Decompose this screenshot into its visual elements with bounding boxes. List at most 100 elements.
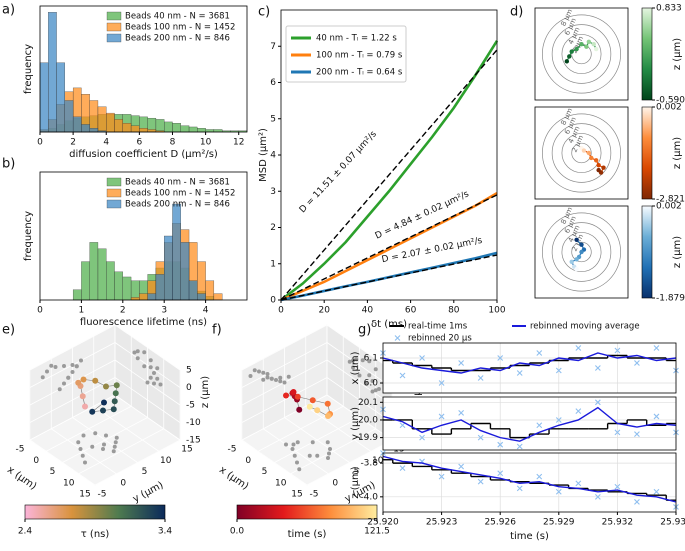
trajectory-point [103,383,109,390]
scatter-marker [634,498,640,505]
panel-label: d) [510,5,523,20]
legend-label: Beads 200 nm - N = 846 [125,34,230,44]
shadow-point [291,442,296,447]
y-tick-label: 1 [270,259,276,269]
histogram-bar [172,203,181,301]
shadow-point [83,460,87,465]
scatter-marker [634,360,640,366]
shadow-point [347,359,352,364]
x-tick-label: 40 [362,306,374,316]
trajectory-point [601,165,606,170]
grid-line [29,359,116,406]
histogram-bar [188,280,198,301]
axes-frame [382,452,677,513]
scatter-marker [575,480,582,487]
shadow-point [248,374,253,378]
shadow-point [135,356,140,361]
histogram-bar [48,12,57,133]
scatter-marker [594,399,601,406]
y-tick-label: -4.0 [360,492,378,502]
grid-line [29,394,116,441]
scatter-marker [399,422,406,429]
scatter-marker [575,345,582,351]
shadow-point [142,350,147,355]
y-axis-label: frequency [23,211,34,261]
histogram-bar [72,289,82,301]
trajectory-point [589,155,594,161]
scatter-marker [536,473,543,480]
trajectory-point [569,259,574,264]
colorbar-tick-label: 2.4 [18,527,33,537]
scatter-marker [419,355,425,361]
shadow-point [76,440,81,445]
panel-label: f) [212,323,222,338]
shadow-point [373,367,378,372]
z-tick-label: -15 [186,436,201,446]
x-tick-label: 25.923 [426,518,458,528]
histogram-bar [106,112,115,133]
shadow-point [327,451,331,456]
grid-line [284,417,350,463]
axes-background [535,107,628,199]
scatter-marker [653,488,660,495]
x-tick-label: 25.929 [543,518,575,528]
shadow-point [49,363,54,368]
z-tick-label: 5 [186,366,192,376]
legend-label: Beads 40 nm - N = 3681 [125,178,230,188]
shadow-point [70,370,75,374]
grid-line [263,428,329,475]
scatter-marker [614,347,621,354]
histogram-bar [72,116,82,133]
histogram-bar [114,271,123,301]
y-axis-label: frequency [23,44,34,94]
scatter-marker [419,434,425,441]
x-tick-label: 2 [70,138,76,148]
colorbar-tick-label: 121.5 [364,527,390,537]
panel-label: a) [2,3,15,18]
trajectory-point [581,148,587,153]
z-tick-label: -10 [186,418,201,428]
x-tick-label: 25.920 [367,518,399,528]
x-tick-label: -5 [228,445,237,455]
trajectory-point [79,393,86,400]
y-tick-label: 3 [270,187,276,197]
histogram-bar [164,121,173,133]
scatter-marker [653,413,660,420]
scatter-marker [516,370,523,376]
colorbar-label: z (μm) [672,38,683,70]
shadow-point [278,379,283,384]
scatter-marker [614,483,621,490]
shadow-point [357,373,362,378]
scatter-marker [399,465,406,472]
grid-line [241,342,328,388]
trajectory-point [324,400,331,407]
y-tick-label: -5 [310,490,319,500]
y-tick-label: 0 [270,296,276,306]
axes-frame [534,205,629,299]
x-axis-label: fluorescence lifetime (ns) [80,317,207,328]
panel-label: g) [358,323,371,338]
z-axis-label: z (μm) [200,376,211,408]
legend-swatch [106,177,122,187]
shadow-point [57,387,62,392]
shadow-point [62,364,66,368]
shadow-point [104,433,108,438]
moving-average-line [382,455,677,503]
scatter-marker [438,413,445,420]
range-ring [541,14,622,94]
shadow-point [364,381,368,386]
axes-frame [534,7,629,101]
shadow-point [295,460,299,465]
grid-line [326,394,393,441]
trajectory-point [306,403,313,410]
colorbar-label: time (s) [288,529,327,540]
colorbar-tick-label: -2.821 [656,195,685,205]
shadow-point [269,376,274,381]
trajectory-point [314,407,321,414]
x-tick-label: 10 [275,478,287,488]
shadow-point [66,375,71,380]
trajectory-point [564,59,570,64]
colorbar-label: z (μm) [672,236,683,268]
shadow-point [45,369,49,374]
grid-line [241,439,308,486]
